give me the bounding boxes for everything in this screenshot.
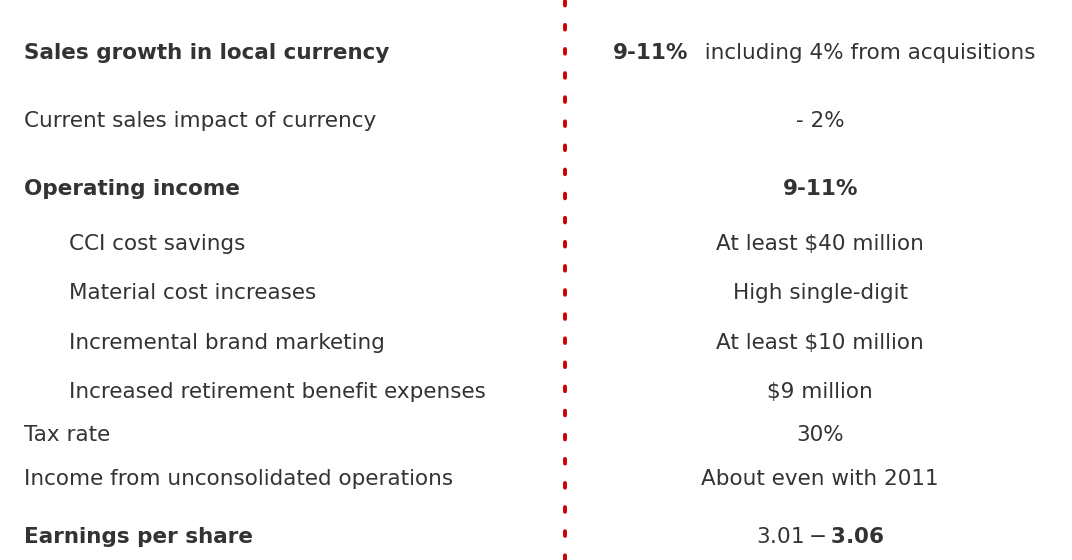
Text: 9-11%: 9-11% [613, 44, 688, 63]
Text: Incremental brand marketing: Incremental brand marketing [69, 333, 385, 353]
Text: $9 million: $9 million [768, 382, 873, 402]
Text: Earnings per share: Earnings per share [24, 527, 253, 547]
Text: - 2%: - 2% [795, 111, 845, 131]
Text: At least $40 million: At least $40 million [716, 234, 924, 254]
Text: 30%: 30% [796, 425, 844, 445]
Text: About even with 2011: About even with 2011 [701, 469, 939, 488]
Text: Income from unconsolidated operations: Income from unconsolidated operations [24, 469, 452, 488]
Text: including 4% from acquisitions: including 4% from acquisitions [691, 44, 1036, 63]
Text: CCI cost savings: CCI cost savings [69, 234, 245, 254]
Text: Tax rate: Tax rate [24, 425, 109, 445]
Text: $3.01 - $3.06: $3.01 - $3.06 [756, 527, 884, 547]
Text: Operating income: Operating income [24, 179, 239, 199]
Text: Sales growth in local currency: Sales growth in local currency [24, 44, 389, 63]
Text: High single-digit: High single-digit [732, 283, 908, 303]
Text: Material cost increases: Material cost increases [69, 283, 316, 303]
Text: Current sales impact of currency: Current sales impact of currency [24, 111, 376, 131]
Text: At least $10 million: At least $10 million [716, 333, 924, 353]
Text: 9-11%: 9-11% [783, 179, 858, 199]
Text: Increased retirement benefit expenses: Increased retirement benefit expenses [69, 382, 486, 402]
